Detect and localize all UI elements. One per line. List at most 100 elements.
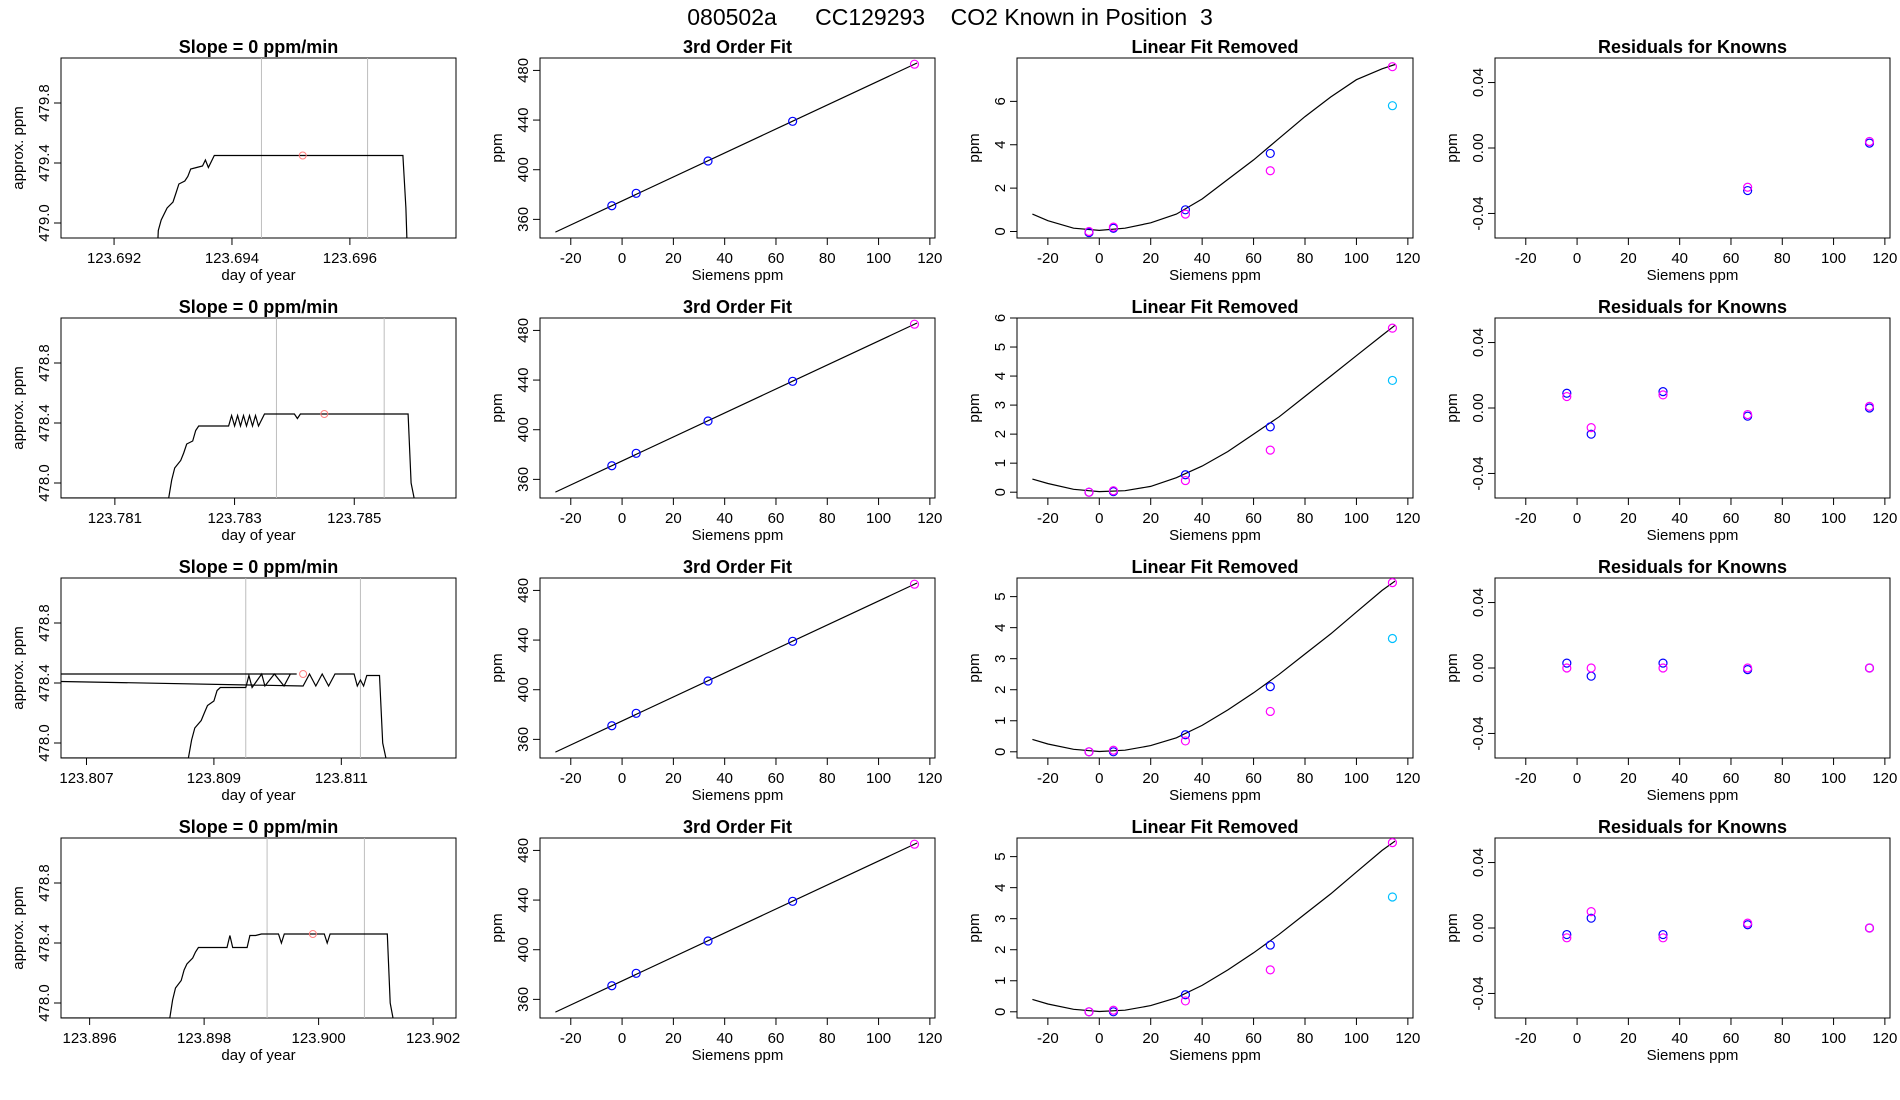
x-tick-label: 80: [1297, 770, 1314, 787]
x-tick-label: 100: [1821, 770, 1846, 787]
data-point: [703, 416, 713, 426]
data-point: [1658, 929, 1668, 940]
data-point: [1743, 185, 1753, 196]
panel-r2-resid: Residuals for Knowns -20 0 20 40 60 80 100 120 -0…: [1444, 297, 1897, 544]
x-tick-label: 0: [618, 250, 626, 267]
trace-line: [61, 933, 394, 1018]
y-tick-label: 479.0: [36, 204, 53, 242]
x-tick-label: 40: [1671, 250, 1688, 267]
y-tick-label: 1: [992, 459, 1009, 467]
y-axis-label: ppm: [966, 913, 983, 942]
data-point: [1387, 633, 1398, 644]
fit-line: [555, 322, 918, 493]
data-point: [631, 448, 641, 458]
x-axis-label: Siemens ppm: [692, 787, 784, 804]
y-tick-label: 0.00: [1470, 393, 1487, 422]
x-tick-label: 120: [917, 770, 942, 787]
x-tick-label: 40: [1194, 510, 1211, 527]
plot-area: [1743, 136, 1875, 196]
x-tick-label: -20: [1037, 770, 1059, 787]
fit-line: [555, 62, 918, 233]
x-tick-label: 123.898: [177, 1030, 231, 1047]
x-tick-label: 120: [917, 1030, 942, 1047]
x-tick-label: 20: [1142, 510, 1159, 527]
data-point: [1864, 136, 1875, 147]
x-tick-label: 0: [1095, 510, 1103, 527]
x-tick-label: 100: [1344, 250, 1369, 267]
y-tick-label: 2: [992, 946, 1009, 954]
x-tick-label: 120: [917, 250, 942, 267]
plot-area: [61, 578, 387, 758]
data-point: [1658, 933, 1668, 943]
data-point: [1265, 422, 1275, 432]
data-point: [1108, 486, 1119, 496]
y-axis-label: approx. ppm: [10, 366, 27, 449]
data-point: [703, 676, 713, 686]
plot-frame: [539, 837, 936, 1019]
y-axis-label: ppm: [966, 653, 983, 682]
x-tick-label: 60: [1723, 1030, 1740, 1047]
y-axis-label: ppm: [1444, 133, 1461, 162]
y-tick-label: 0.04: [1470, 328, 1487, 357]
x-tick-label: 0: [618, 1030, 626, 1047]
y-tick-label: 0: [992, 488, 1009, 496]
y-tick-label: 0.04: [1470, 68, 1487, 97]
panel-title: Slope = 0 ppm/min: [179, 557, 339, 577]
panel-r4-linfit: Linear Fit Removed -20 0 20 40 60 80 100 120 0 1 2 3…: [966, 817, 1420, 1064]
fit-curve: [1032, 324, 1396, 493]
data-point: [1265, 682, 1275, 692]
data-point: [1586, 423, 1596, 433]
panel-r1-resid: Residuals for Knowns -20 0 20 40 60 80 100 120 -0…: [1444, 37, 1897, 284]
plot-area: [555, 319, 920, 493]
x-tick-label: 80: [1774, 1030, 1791, 1047]
trace-line: [61, 413, 415, 498]
x-tick-label: 0: [618, 770, 626, 787]
y-tick-label: 6: [992, 97, 1009, 105]
x-axis-label: Siemens ppm: [692, 267, 784, 284]
plot-frame: [1494, 57, 1891, 239]
y-tick-label: 1: [992, 977, 1009, 985]
data-point: [788, 376, 798, 386]
x-axis-label: Siemens ppm: [1647, 1047, 1739, 1064]
y-tick-label: 360: [515, 987, 532, 1012]
x-tick-label: 123.694: [205, 250, 259, 267]
y-tick-label: 0: [992, 227, 1009, 235]
y-axis-label: ppm: [1444, 653, 1461, 682]
plot-area: [157, 58, 408, 238]
x-tick-label: 80: [819, 510, 836, 527]
x-tick-label: 20: [1620, 770, 1637, 787]
y-tick-label: 400: [515, 677, 532, 702]
data-point: [703, 156, 713, 166]
y-tick-label: 2: [992, 184, 1009, 192]
y-tick-label: 3: [992, 401, 1009, 409]
y-tick-label: 440: [515, 888, 532, 913]
x-axis-label: Siemens ppm: [692, 1047, 784, 1064]
plot-area: [1562, 907, 1875, 943]
y-axis-label: approx. ppm: [10, 886, 27, 969]
y-tick-label: 400: [515, 937, 532, 962]
x-tick-label: 123.900: [291, 1030, 345, 1047]
panel-r3-fit: 3rd Order Fit -20 0 20 40 60 80 100 120 360 400 440…: [489, 557, 942, 804]
y-tick-label: 0.04: [1470, 588, 1487, 617]
x-tick-label: 0: [1095, 770, 1103, 787]
x-tick-label: 120: [1395, 250, 1420, 267]
y-tick-label: 5: [992, 343, 1009, 351]
x-tick-label: 123.807: [59, 770, 113, 787]
trace-line: [157, 154, 408, 238]
x-tick-label: -20: [1515, 510, 1537, 527]
data-point: [1864, 923, 1875, 933]
panel-title: Residuals for Knowns: [1598, 817, 1787, 837]
data-point: [1586, 913, 1596, 923]
data-point: [631, 968, 641, 978]
x-tick-label: 80: [1297, 1030, 1314, 1047]
x-tick-label: 40: [1671, 1030, 1688, 1047]
x-axis-label: day of year: [221, 787, 295, 804]
y-tick-label: 480: [515, 578, 532, 603]
data-point: [1562, 663, 1572, 673]
mean-marker: [320, 410, 329, 418]
x-tick-label: -20: [560, 250, 582, 267]
data-point: [1658, 387, 1668, 397]
data-point: [1084, 747, 1094, 757]
data-point: [1562, 391, 1572, 402]
